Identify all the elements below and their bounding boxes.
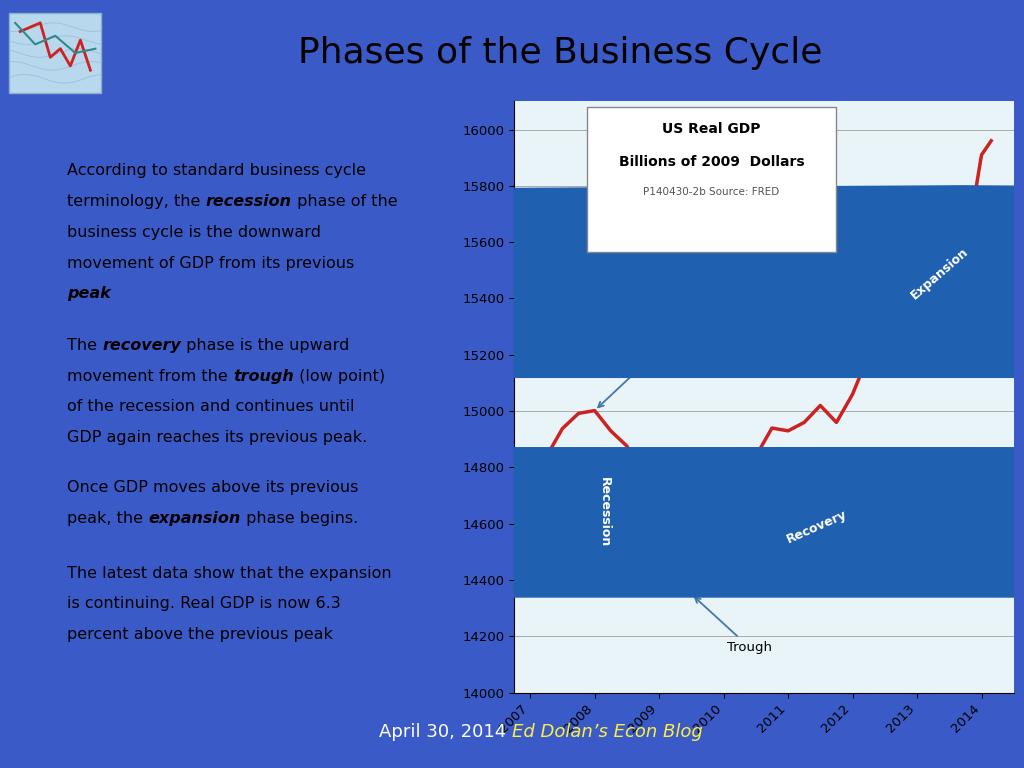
Text: ◇: ◇ [30, 480, 45, 499]
Text: recession: recession [206, 194, 292, 209]
Text: Expansion: Expansion [908, 245, 971, 302]
Text: According to standard business cycle: According to standard business cycle [68, 164, 367, 178]
Text: ◇: ◇ [30, 338, 45, 357]
FancyArrow shape [0, 448, 1024, 569]
Text: percent above the previous peak: percent above the previous peak [68, 627, 333, 642]
FancyArrow shape [0, 186, 1024, 377]
Text: phase is the upward: phase is the upward [181, 338, 349, 353]
Text: US Real GDP: US Real GDP [663, 122, 761, 136]
FancyBboxPatch shape [587, 108, 837, 252]
Text: ◇: ◇ [30, 164, 45, 183]
Text: business cycle is the downward: business cycle is the downward [68, 225, 322, 240]
Text: movement of GDP from its previous: movement of GDP from its previous [68, 256, 354, 271]
Text: movement from the: movement from the [68, 369, 233, 384]
FancyArrow shape [0, 448, 1024, 597]
Text: P140430-2b Source: FRED: P140430-2b Source: FRED [643, 187, 779, 197]
Text: GDP again reaches its previous peak.: GDP again reaches its previous peak. [68, 430, 368, 445]
Text: ◇: ◇ [30, 565, 45, 584]
Text: of the recession and continues until: of the recession and continues until [68, 399, 355, 415]
Text: terminology, the: terminology, the [68, 194, 206, 209]
Text: The latest data show that the expansion: The latest data show that the expansion [68, 565, 392, 581]
Text: Ed Dolan’s Econ Blog: Ed Dolan’s Econ Blog [512, 723, 702, 740]
Text: Recession: Recession [598, 478, 611, 548]
Text: Peak: Peak [598, 356, 662, 407]
Text: expansion: expansion [148, 511, 241, 525]
Text: phase of the: phase of the [292, 194, 397, 209]
Text: phase begins.: phase begins. [241, 511, 358, 525]
Text: (low point): (low point) [294, 369, 385, 384]
Text: Trough: Trough [695, 598, 772, 654]
Text: recovery: recovery [102, 338, 181, 353]
FancyBboxPatch shape [9, 13, 101, 93]
Text: April 30, 2014: April 30, 2014 [379, 723, 512, 740]
Text: peak, the: peak, the [68, 511, 148, 525]
Text: is continuing. Real GDP is now 6.3: is continuing. Real GDP is now 6.3 [68, 596, 341, 611]
Text: Once GDP moves above its previous: Once GDP moves above its previous [68, 480, 358, 495]
Text: Recovery: Recovery [784, 508, 849, 546]
Text: peak: peak [68, 286, 111, 302]
Text: Phases of the Business Cycle: Phases of the Business Cycle [298, 36, 823, 70]
Text: The: The [68, 338, 102, 353]
Text: trough: trough [233, 369, 294, 384]
Text: Billions of 2009  Dollars: Billions of 2009 Dollars [618, 154, 804, 169]
